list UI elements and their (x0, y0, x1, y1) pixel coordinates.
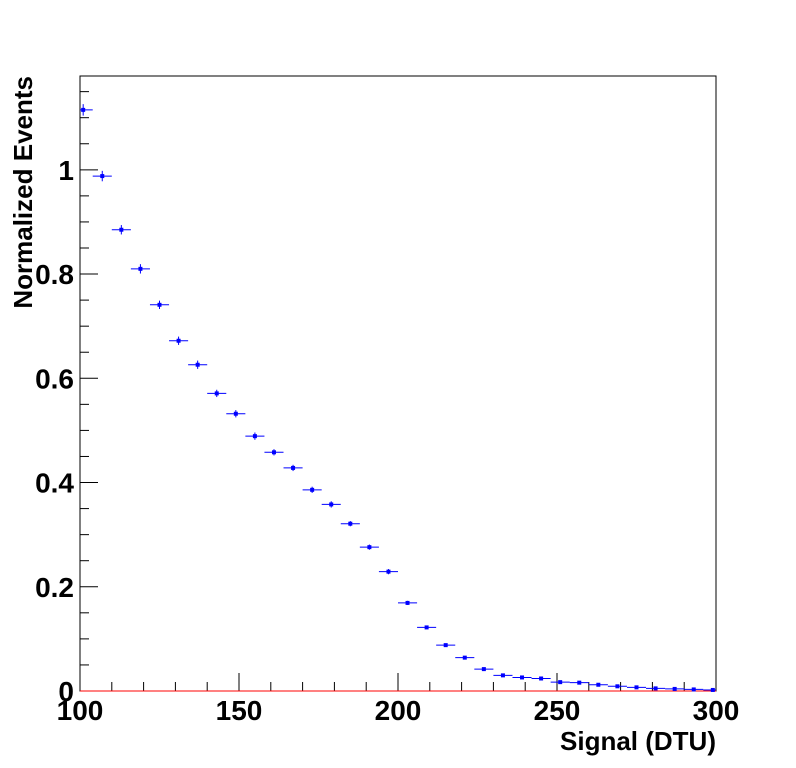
data-point (531, 676, 551, 681)
point-marker (271, 450, 276, 455)
point-marker (539, 676, 544, 681)
y-tick-label: 0 (58, 676, 74, 707)
y-tick-label: 0.4 (35, 468, 74, 499)
data-point (665, 686, 685, 691)
y-tick-label: 0.8 (35, 259, 74, 290)
point-marker (520, 675, 525, 680)
data-point (569, 680, 589, 685)
data-point (703, 687, 716, 692)
data-point (474, 667, 494, 672)
point-marker (233, 411, 238, 416)
plot-frame (79, 75, 717, 692)
data-point (169, 336, 189, 345)
point-marker (653, 686, 658, 691)
x-tick-label: 200 (375, 695, 422, 726)
point-marker (386, 569, 391, 574)
point-marker (481, 667, 486, 672)
point-marker (81, 107, 86, 112)
data-point (417, 625, 437, 630)
data-points (80, 104, 716, 692)
point-marker (558, 680, 563, 685)
point-marker (214, 391, 219, 396)
x-tick-label: 150 (216, 695, 263, 726)
point-marker (615, 684, 620, 689)
point-marker (367, 545, 372, 550)
data-point (550, 680, 570, 685)
x-axis-title: Signal (DTU) (560, 726, 716, 756)
data-point (493, 673, 513, 678)
point-marker (157, 302, 162, 307)
data-point (207, 389, 227, 398)
point-marker (138, 266, 143, 271)
y-tick-label: 0.2 (35, 572, 74, 603)
data-point (149, 300, 170, 309)
x-tick-label: 250 (534, 695, 581, 726)
point-marker (672, 686, 677, 691)
point-marker (119, 227, 124, 232)
data-point (283, 464, 303, 472)
point-marker (291, 465, 296, 470)
data-point (321, 501, 341, 508)
data-point (626, 685, 647, 690)
point-marker (329, 502, 334, 507)
x-tick-label: 300 (693, 695, 740, 726)
point-marker (710, 687, 715, 692)
data-point (302, 486, 322, 493)
point-marker (443, 643, 448, 648)
data-point (226, 410, 246, 418)
point-marker (252, 434, 257, 439)
x-axis-ticks: 100 150 200 250 300 (57, 673, 740, 726)
data-point (684, 687, 704, 692)
point-marker (577, 680, 582, 685)
data-point (455, 655, 475, 660)
data-point (340, 521, 360, 527)
data-point (398, 600, 418, 606)
point-marker (462, 655, 467, 660)
point-marker (310, 487, 315, 492)
point-marker (424, 625, 429, 630)
data-point (359, 544, 379, 550)
y-axis-ticks: 0 0.2 0.4 0.6 0.8 1 (35, 91, 98, 707)
y-axis-title: Normalized Events (8, 76, 38, 309)
point-marker (596, 682, 601, 687)
data-point (378, 569, 398, 575)
data-point (512, 675, 532, 680)
y-tick-label: 1 (58, 155, 74, 186)
data-point (130, 264, 150, 274)
x-tick-label: 100 (57, 695, 104, 726)
point-marker (176, 338, 181, 343)
data-point (188, 360, 208, 369)
point-marker (500, 673, 505, 678)
data-point (436, 643, 456, 648)
data-point (245, 432, 265, 440)
point-marker (691, 687, 696, 692)
point-marker (405, 600, 410, 605)
point-marker (195, 362, 200, 367)
point-marker (348, 521, 353, 526)
data-point (111, 225, 131, 235)
data-point (80, 104, 93, 116)
data-point (92, 170, 112, 182)
data-point (588, 682, 608, 687)
point-marker (100, 174, 105, 179)
data-point (646, 686, 666, 691)
y-tick-label: 0.6 (35, 363, 74, 394)
data-point (264, 449, 284, 456)
point-marker (634, 685, 639, 690)
data-point (607, 684, 627, 689)
